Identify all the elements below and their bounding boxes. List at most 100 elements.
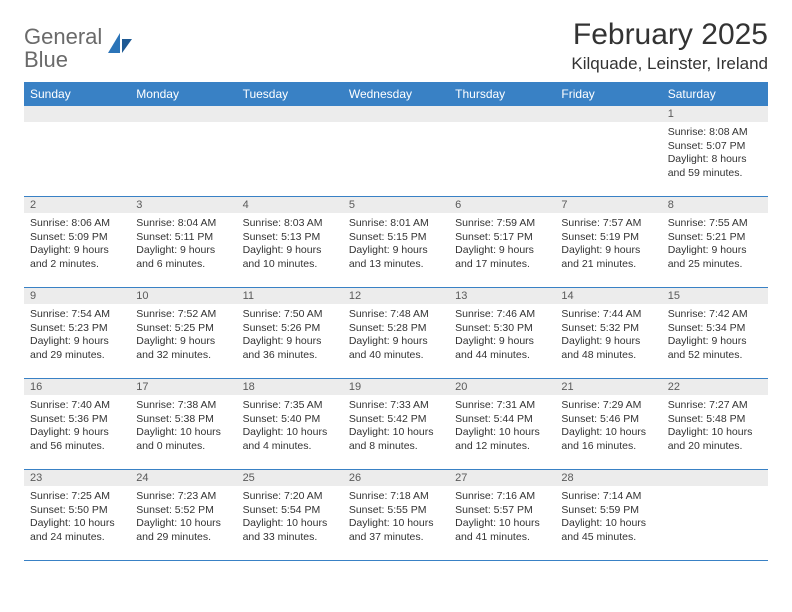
daylight-text: Daylight: 9 hours and 52 minutes. — [668, 335, 762, 362]
day-info: Sunrise: 7:16 AMSunset: 5:57 PMDaylight:… — [455, 490, 549, 545]
sunset-text: Sunset: 5:50 PM — [30, 504, 124, 518]
sunset-text: Sunset: 5:15 PM — [349, 231, 443, 245]
day-number: 18 — [237, 379, 343, 395]
header: General Blue February 2025 Kilquade, Lei… — [24, 18, 768, 74]
day-number: 28 — [555, 470, 661, 486]
day-info: Sunrise: 7:50 AMSunset: 5:26 PMDaylight:… — [243, 308, 337, 363]
logo-text-blue: Blue — [24, 47, 68, 72]
sunrise-text: Sunrise: 8:03 AM — [243, 217, 337, 231]
weeks-container: 1Sunrise: 8:08 AMSunset: 5:07 PMDaylight… — [24, 106, 768, 561]
day-cell: Sunrise: 7:18 AMSunset: 5:55 PMDaylight:… — [343, 486, 449, 560]
sunrise-text: Sunrise: 8:06 AM — [30, 217, 124, 231]
sunset-text: Sunset: 5:21 PM — [668, 231, 762, 245]
day-cell: Sunrise: 8:03 AMSunset: 5:13 PMDaylight:… — [237, 213, 343, 287]
day-info: Sunrise: 7:38 AMSunset: 5:38 PMDaylight:… — [136, 399, 230, 454]
sunset-text: Sunset: 5:28 PM — [349, 322, 443, 336]
daylight-text: Daylight: 10 hours and 24 minutes. — [30, 517, 124, 544]
sunrise-text: Sunrise: 7:57 AM — [561, 217, 655, 231]
sunset-text: Sunset: 5:46 PM — [561, 413, 655, 427]
day-cell: Sunrise: 7:25 AMSunset: 5:50 PMDaylight:… — [24, 486, 130, 560]
daylight-text: Daylight: 10 hours and 0 minutes. — [136, 426, 230, 453]
day-number: 24 — [130, 470, 236, 486]
sunset-text: Sunset: 5:52 PM — [136, 504, 230, 518]
sunrise-text: Sunrise: 7:16 AM — [455, 490, 549, 504]
title-block: February 2025 Kilquade, Leinster, Irelan… — [571, 18, 768, 74]
sunset-text: Sunset: 5:07 PM — [668, 140, 762, 154]
day-cell: Sunrise: 7:42 AMSunset: 5:34 PMDaylight:… — [662, 304, 768, 378]
day-info: Sunrise: 7:31 AMSunset: 5:44 PMDaylight:… — [455, 399, 549, 454]
sunrise-text: Sunrise: 7:59 AM — [455, 217, 549, 231]
day-info: Sunrise: 7:52 AMSunset: 5:25 PMDaylight:… — [136, 308, 230, 363]
day-number — [449, 106, 555, 122]
day-cell: Sunrise: 7:16 AMSunset: 5:57 PMDaylight:… — [449, 486, 555, 560]
sunrise-text: Sunrise: 7:33 AM — [349, 399, 443, 413]
day-header-cell: Tuesday — [237, 82, 343, 106]
day-info: Sunrise: 7:44 AMSunset: 5:32 PMDaylight:… — [561, 308, 655, 363]
day-number: 21 — [555, 379, 661, 395]
sunrise-text: Sunrise: 7:35 AM — [243, 399, 337, 413]
daylight-text: Daylight: 9 hours and 44 minutes. — [455, 335, 549, 362]
day-number: 4 — [237, 197, 343, 213]
sunrise-text: Sunrise: 7:54 AM — [30, 308, 124, 322]
day-cell: Sunrise: 8:04 AMSunset: 5:11 PMDaylight:… — [130, 213, 236, 287]
day-number: 23 — [24, 470, 130, 486]
day-info: Sunrise: 7:20 AMSunset: 5:54 PMDaylight:… — [243, 490, 337, 545]
day-cell: Sunrise: 7:35 AMSunset: 5:40 PMDaylight:… — [237, 395, 343, 469]
day-info: Sunrise: 8:04 AMSunset: 5:11 PMDaylight:… — [136, 217, 230, 272]
sunset-text: Sunset: 5:38 PM — [136, 413, 230, 427]
day-cell — [343, 122, 449, 196]
day-info: Sunrise: 8:08 AMSunset: 5:07 PMDaylight:… — [668, 126, 762, 181]
sunrise-text: Sunrise: 7:38 AM — [136, 399, 230, 413]
day-number: 11 — [237, 288, 343, 304]
daylight-text: Daylight: 10 hours and 41 minutes. — [455, 517, 549, 544]
daynum-row: 16171819202122 — [24, 379, 768, 395]
day-info: Sunrise: 8:01 AMSunset: 5:15 PMDaylight:… — [349, 217, 443, 272]
day-number: 20 — [449, 379, 555, 395]
sunset-text: Sunset: 5:44 PM — [455, 413, 549, 427]
sunrise-text: Sunrise: 8:04 AM — [136, 217, 230, 231]
logo-text-gray: General — [24, 24, 102, 49]
sunset-text: Sunset: 5:32 PM — [561, 322, 655, 336]
day-number: 2 — [24, 197, 130, 213]
logo-text: General Blue — [24, 26, 102, 72]
day-cell: Sunrise: 7:20 AMSunset: 5:54 PMDaylight:… — [237, 486, 343, 560]
day-info: Sunrise: 8:06 AMSunset: 5:09 PMDaylight:… — [30, 217, 124, 272]
day-cell: Sunrise: 7:48 AMSunset: 5:28 PMDaylight:… — [343, 304, 449, 378]
day-cell: Sunrise: 7:33 AMSunset: 5:42 PMDaylight:… — [343, 395, 449, 469]
day-number: 16 — [24, 379, 130, 395]
day-info: Sunrise: 7:14 AMSunset: 5:59 PMDaylight:… — [561, 490, 655, 545]
day-info: Sunrise: 7:59 AMSunset: 5:17 PMDaylight:… — [455, 217, 549, 272]
day-cell: Sunrise: 7:52 AMSunset: 5:25 PMDaylight:… — [130, 304, 236, 378]
daylight-text: Daylight: 9 hours and 36 minutes. — [243, 335, 337, 362]
sunrise-text: Sunrise: 7:46 AM — [455, 308, 549, 322]
day-number: 27 — [449, 470, 555, 486]
calendar: SundayMondayTuesdayWednesdayThursdayFrid… — [24, 82, 768, 561]
sunset-text: Sunset: 5:23 PM — [30, 322, 124, 336]
day-cell — [449, 122, 555, 196]
daylight-text: Daylight: 9 hours and 21 minutes. — [561, 244, 655, 271]
sunset-text: Sunset: 5:17 PM — [455, 231, 549, 245]
day-cell: Sunrise: 7:44 AMSunset: 5:32 PMDaylight:… — [555, 304, 661, 378]
location: Kilquade, Leinster, Ireland — [571, 54, 768, 74]
day-number: 15 — [662, 288, 768, 304]
daylight-text: Daylight: 9 hours and 6 minutes. — [136, 244, 230, 271]
day-number — [237, 106, 343, 122]
week-row: Sunrise: 8:08 AMSunset: 5:07 PMDaylight:… — [24, 122, 768, 197]
daylight-text: Daylight: 9 hours and 32 minutes. — [136, 335, 230, 362]
sunset-text: Sunset: 5:11 PM — [136, 231, 230, 245]
day-number — [130, 106, 236, 122]
day-number: 10 — [130, 288, 236, 304]
day-header-cell: Friday — [555, 82, 661, 106]
sunset-text: Sunset: 5:34 PM — [668, 322, 762, 336]
day-header-cell: Monday — [130, 82, 236, 106]
day-info: Sunrise: 7:27 AMSunset: 5:48 PMDaylight:… — [668, 399, 762, 454]
day-number: 3 — [130, 197, 236, 213]
day-number: 19 — [343, 379, 449, 395]
day-cell: Sunrise: 7:46 AMSunset: 5:30 PMDaylight:… — [449, 304, 555, 378]
sunrise-text: Sunrise: 7:18 AM — [349, 490, 443, 504]
day-number: 12 — [343, 288, 449, 304]
day-number — [343, 106, 449, 122]
day-cell — [24, 122, 130, 196]
daylight-text: Daylight: 10 hours and 33 minutes. — [243, 517, 337, 544]
sunset-text: Sunset: 5:54 PM — [243, 504, 337, 518]
